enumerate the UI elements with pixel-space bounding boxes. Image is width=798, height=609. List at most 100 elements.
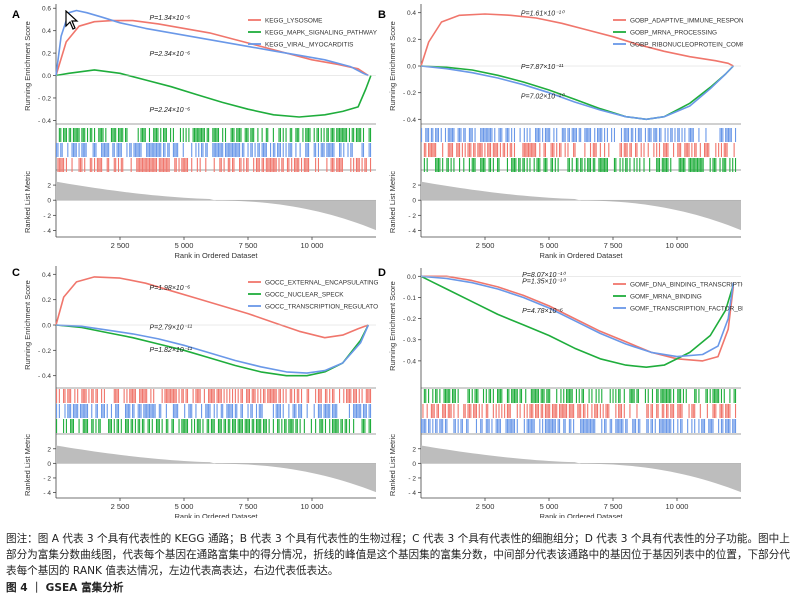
gene-hit-tick bbox=[130, 389, 132, 403]
p-value-annotation: P=7.02×10⁻¹⁰ bbox=[521, 92, 565, 100]
gene-hit-tick bbox=[134, 389, 136, 403]
gene-hit-tick bbox=[205, 158, 207, 172]
gene-hit-tick bbox=[442, 404, 444, 418]
gene-hit-tick bbox=[262, 143, 265, 157]
gene-hit-tick bbox=[115, 128, 117, 142]
gene-hit-tick bbox=[119, 143, 121, 157]
gene-hit-tick bbox=[241, 389, 243, 403]
gene-hit-tick bbox=[323, 143, 325, 157]
gene-hit-tick bbox=[457, 389, 459, 403]
gene-hit-tick bbox=[257, 389, 259, 403]
gene-hit-tick bbox=[306, 128, 308, 142]
gene-hit-tick bbox=[160, 128, 162, 142]
gene-hit-tick bbox=[120, 143, 122, 157]
es-curve-blue bbox=[420, 65, 734, 121]
gene-hit-tick bbox=[602, 158, 604, 172]
gene-hit-tick bbox=[122, 128, 124, 142]
gene-hit-tick bbox=[198, 419, 200, 433]
gene-hit-tick bbox=[428, 128, 430, 142]
gene-hit-tick bbox=[85, 389, 87, 403]
gene-hit-tick bbox=[681, 158, 683, 172]
gene-hit-tick bbox=[85, 419, 87, 433]
gene-hit-tick bbox=[684, 128, 686, 142]
gene-hit-tick bbox=[253, 419, 255, 433]
gene-hit-tick bbox=[339, 128, 341, 142]
x-tick-label: 5 000 bbox=[540, 502, 559, 511]
gene-hit-tick bbox=[68, 389, 70, 403]
p-value-annotation: P=1.34×10⁻⁶ bbox=[149, 15, 190, 22]
gene-hit-tick bbox=[513, 419, 516, 433]
gene-hit-tick bbox=[688, 128, 690, 142]
gene-hit-tick bbox=[322, 143, 324, 157]
y-tick-label: 0.2 bbox=[42, 51, 51, 58]
gene-hit-tick bbox=[656, 128, 658, 142]
gene-hit-tick bbox=[528, 143, 530, 157]
gene-hit-tick bbox=[474, 404, 476, 418]
gene-hit-tick bbox=[563, 404, 565, 418]
gene-hit-tick bbox=[678, 158, 680, 172]
gene-hit-tick bbox=[182, 389, 184, 403]
gene-hit-tick bbox=[553, 419, 555, 433]
gene-hit-tick bbox=[471, 389, 473, 403]
gene-hit-tick bbox=[447, 158, 449, 172]
gene-hit-tick bbox=[432, 389, 434, 403]
gene-hit-tick bbox=[144, 128, 146, 142]
gene-hit-tick bbox=[154, 404, 156, 418]
gene-hit-tick bbox=[667, 128, 669, 142]
gene-hit-tick bbox=[730, 128, 732, 142]
metric-tick-label: - 4 bbox=[43, 490, 51, 497]
gene-hit-tick bbox=[267, 158, 269, 172]
gene-hit-tick bbox=[303, 419, 305, 433]
gene-hit-tick bbox=[625, 143, 627, 157]
gene-hit-tick bbox=[594, 128, 596, 142]
gene-hit-tick bbox=[146, 389, 148, 403]
gene-hit-tick bbox=[240, 389, 242, 403]
gene-hit-tick bbox=[661, 419, 663, 433]
gene-hit-tick bbox=[564, 128, 566, 142]
gene-hit-tick bbox=[734, 404, 737, 418]
gene-hit-tick bbox=[326, 143, 328, 157]
gene-hit-tick bbox=[457, 143, 459, 157]
gene-hit-tick bbox=[680, 143, 682, 157]
gene-hit-tick bbox=[75, 143, 77, 157]
gene-hit-tick bbox=[423, 158, 425, 172]
gene-hit-tick bbox=[677, 404, 679, 418]
p-value-annotation: P=1.61×10⁻¹⁰ bbox=[521, 10, 565, 18]
panel-label: D bbox=[378, 267, 386, 279]
gene-hit-tick bbox=[124, 128, 127, 142]
gene-hit-tick bbox=[233, 128, 235, 142]
gene-hit-tick bbox=[429, 143, 431, 157]
gene-hit-tick bbox=[453, 158, 455, 172]
gene-hit-tick bbox=[79, 158, 82, 172]
gene-hit-tick bbox=[115, 404, 117, 418]
gene-hit-tick bbox=[262, 158, 265, 172]
gene-hit-tick bbox=[649, 158, 651, 172]
gene-hit-tick bbox=[687, 143, 689, 157]
panel-label: C bbox=[12, 267, 20, 279]
gene-hit-tick bbox=[712, 389, 714, 403]
gene-hit-tick bbox=[150, 158, 152, 172]
gene-hit-tick bbox=[535, 128, 537, 142]
gene-hit-tick bbox=[491, 419, 493, 433]
gene-hit-tick bbox=[478, 404, 480, 418]
mouse-pointer-icon bbox=[65, 9, 79, 34]
gene-hit-tick bbox=[334, 404, 336, 418]
gene-hit-tick bbox=[582, 419, 585, 433]
gene-hit-tick bbox=[364, 404, 366, 418]
gene-hit-tick bbox=[255, 158, 258, 172]
gene-hit-tick bbox=[143, 404, 145, 418]
gene-hit-tick bbox=[305, 128, 307, 142]
gene-hit-tick bbox=[594, 158, 596, 172]
gene-hit-tick bbox=[632, 419, 634, 433]
y-tick-label: 0.4 bbox=[407, 10, 416, 17]
gene-hit-tick bbox=[113, 419, 115, 433]
gene-hit-tick bbox=[450, 128, 452, 142]
gene-hit-tick bbox=[364, 158, 366, 172]
gene-hit-tick bbox=[251, 404, 253, 418]
gene-hit-tick bbox=[480, 419, 482, 433]
gene-hit-tick bbox=[186, 389, 189, 403]
gene-hit-tick bbox=[480, 143, 482, 157]
gene-hit-tick bbox=[215, 143, 217, 157]
gene-hit-tick bbox=[722, 128, 724, 142]
